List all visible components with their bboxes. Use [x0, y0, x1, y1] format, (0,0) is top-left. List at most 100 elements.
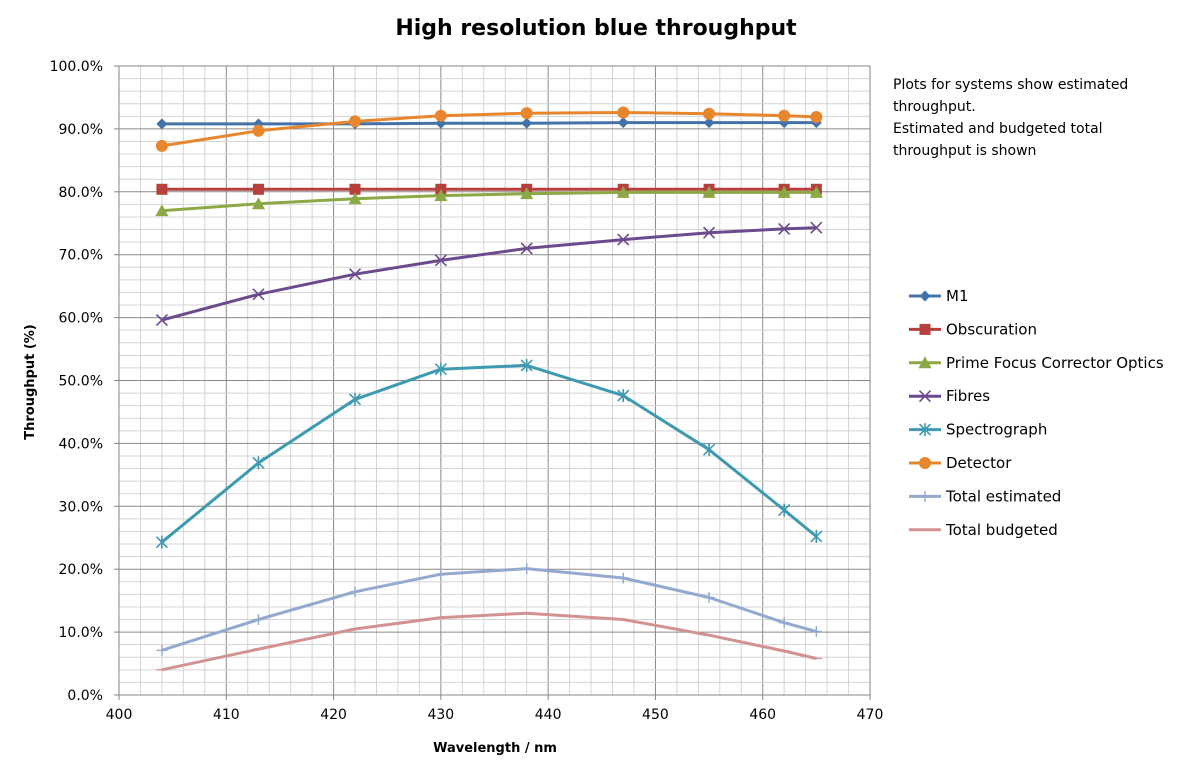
data-point-prime-focus-corrector-optics [155, 204, 169, 217]
data-point-spectrograph [520, 358, 533, 372]
x-tick-label: 460 [749, 707, 776, 723]
data-point-m1 [617, 117, 629, 129]
data-point-detector [810, 110, 823, 123]
legend-item-m1: M1 [909, 287, 969, 305]
data-point-total-estimated [252, 614, 264, 626]
legend-item-obscuration: Obscuration [909, 320, 1037, 338]
data-point-total-estimated [703, 592, 715, 604]
data-point-spectrograph [252, 456, 265, 470]
x-tick-label: 430 [427, 707, 454, 723]
data-point-prime-focus-corrector-optics [251, 197, 265, 210]
data-point-prime-focus-corrector-optics [616, 185, 630, 198]
data-point-spectrograph [434, 362, 447, 376]
data-point-m1 [521, 117, 533, 129]
legend-label: Total estimated [945, 487, 1061, 505]
data-point-fibres [520, 242, 533, 255]
data-point-prime-focus-corrector-optics [702, 185, 716, 198]
y-tick-label: 100.0% [50, 59, 103, 75]
data-point-detector [778, 109, 791, 122]
series-detector [155, 106, 823, 152]
data-point-prime-focus-corrector-optics [348, 192, 362, 205]
y-tick-label: 50.0% [59, 374, 103, 390]
y-tick-label: 70.0% [59, 248, 103, 264]
data-point-total-estimated [156, 644, 168, 656]
data-point-detector [520, 107, 533, 120]
y-tick-label: 80.0% [59, 185, 103, 201]
legend-item-prime-focus-corrector-optics: Prime Focus Corrector Optics [909, 354, 1164, 372]
data-point-total-estimated [778, 617, 790, 629]
y-axis-label: Throughput (%) [23, 324, 38, 440]
legend-item-spectrograph: Spectrograph [909, 421, 1047, 439]
data-point-m1 [703, 117, 715, 129]
data-point-fibres [810, 221, 823, 234]
x-tick-label: 400 [106, 707, 133, 723]
data-point-obscuration [349, 183, 361, 195]
legend-item-fibres: Fibres [909, 387, 990, 405]
y-tick-label: 20.0% [59, 562, 103, 578]
legend-label: Detector [946, 454, 1012, 472]
data-point-spectrograph [810, 529, 823, 543]
legend-label: M1 [946, 287, 969, 305]
series-spectrograph [155, 358, 823, 549]
data-point-m1 [156, 118, 168, 130]
data-point-fibres [252, 288, 265, 301]
data-point-prime-focus-corrector-optics [434, 189, 448, 202]
legend-label: Spectrograph [946, 421, 1047, 439]
series-total-budgeted [156, 611, 822, 672]
data-point-detector [703, 107, 716, 120]
legend-label: Total budgeted [945, 521, 1058, 539]
legend-label: Prime Focus Corrector Optics [946, 354, 1164, 372]
data-point-obscuration [252, 183, 264, 195]
data-point-spectrograph [778, 503, 791, 517]
y-tick-label: 10.0% [59, 625, 103, 641]
legend-marker [919, 457, 931, 469]
data-point-total-estimated [435, 568, 447, 580]
data-point-prime-focus-corrector-optics [777, 185, 791, 198]
legend-label: Fibres [946, 387, 990, 405]
data-point-spectrograph [703, 443, 716, 457]
legend-marker [918, 390, 932, 403]
x-axis-label: Wavelength / nm [433, 741, 557, 756]
data-point-spectrograph [155, 535, 168, 549]
data-point-spectrograph [617, 389, 630, 403]
data-point-spectrograph [348, 392, 362, 406]
note-line: throughput. [893, 99, 976, 115]
y-tick-label: 30.0% [59, 499, 103, 515]
y-tick-label: 40.0% [59, 436, 103, 452]
x-tick-label: 420 [320, 707, 347, 723]
y-tick-label: 0.0% [67, 688, 103, 704]
x-tick-label: 410 [213, 707, 240, 723]
data-point-obscuration [156, 183, 168, 195]
y-tick-label: 90.0% [59, 122, 103, 138]
data-point-detector [155, 139, 168, 152]
y-tick-label: 60.0% [59, 311, 103, 327]
legend-marker [918, 423, 932, 437]
legend-label: Obscuration [946, 320, 1037, 338]
legend-marker [919, 323, 931, 335]
note-line: Estimated and budgeted total [893, 121, 1103, 137]
data-point-prime-focus-corrector-optics [520, 187, 534, 200]
series-prime-focus-corrector-optics [155, 185, 823, 217]
data-point-total-estimated [810, 625, 822, 637]
x-tick-label: 440 [535, 707, 562, 723]
legend-marker [919, 490, 931, 502]
data-point-total-estimated [521, 563, 533, 575]
series-fibres [155, 221, 823, 327]
legend-marker [919, 290, 931, 302]
legend-item-detector: Detector [909, 454, 1012, 472]
x-tick-label: 450 [642, 707, 669, 723]
data-point-total-estimated [349, 586, 361, 598]
legend-marker [918, 356, 932, 369]
data-point-detector [349, 115, 362, 128]
data-point-fibres [703, 226, 716, 239]
legend-item-total-budgeted: Total budgeted [909, 521, 1058, 539]
data-point-fibres [434, 254, 447, 267]
data-point-total-estimated [617, 572, 629, 584]
series-layer [155, 106, 823, 672]
data-point-fibres [617, 233, 630, 246]
note-line: Plots for systems show estimated [893, 77, 1128, 93]
chart-note: Plots for systems show estimated throughp… [893, 77, 1128, 159]
data-point-fibres [348, 268, 362, 281]
legend: M1 Obscuration Prime Focus Corrector Optic… [909, 287, 1164, 539]
